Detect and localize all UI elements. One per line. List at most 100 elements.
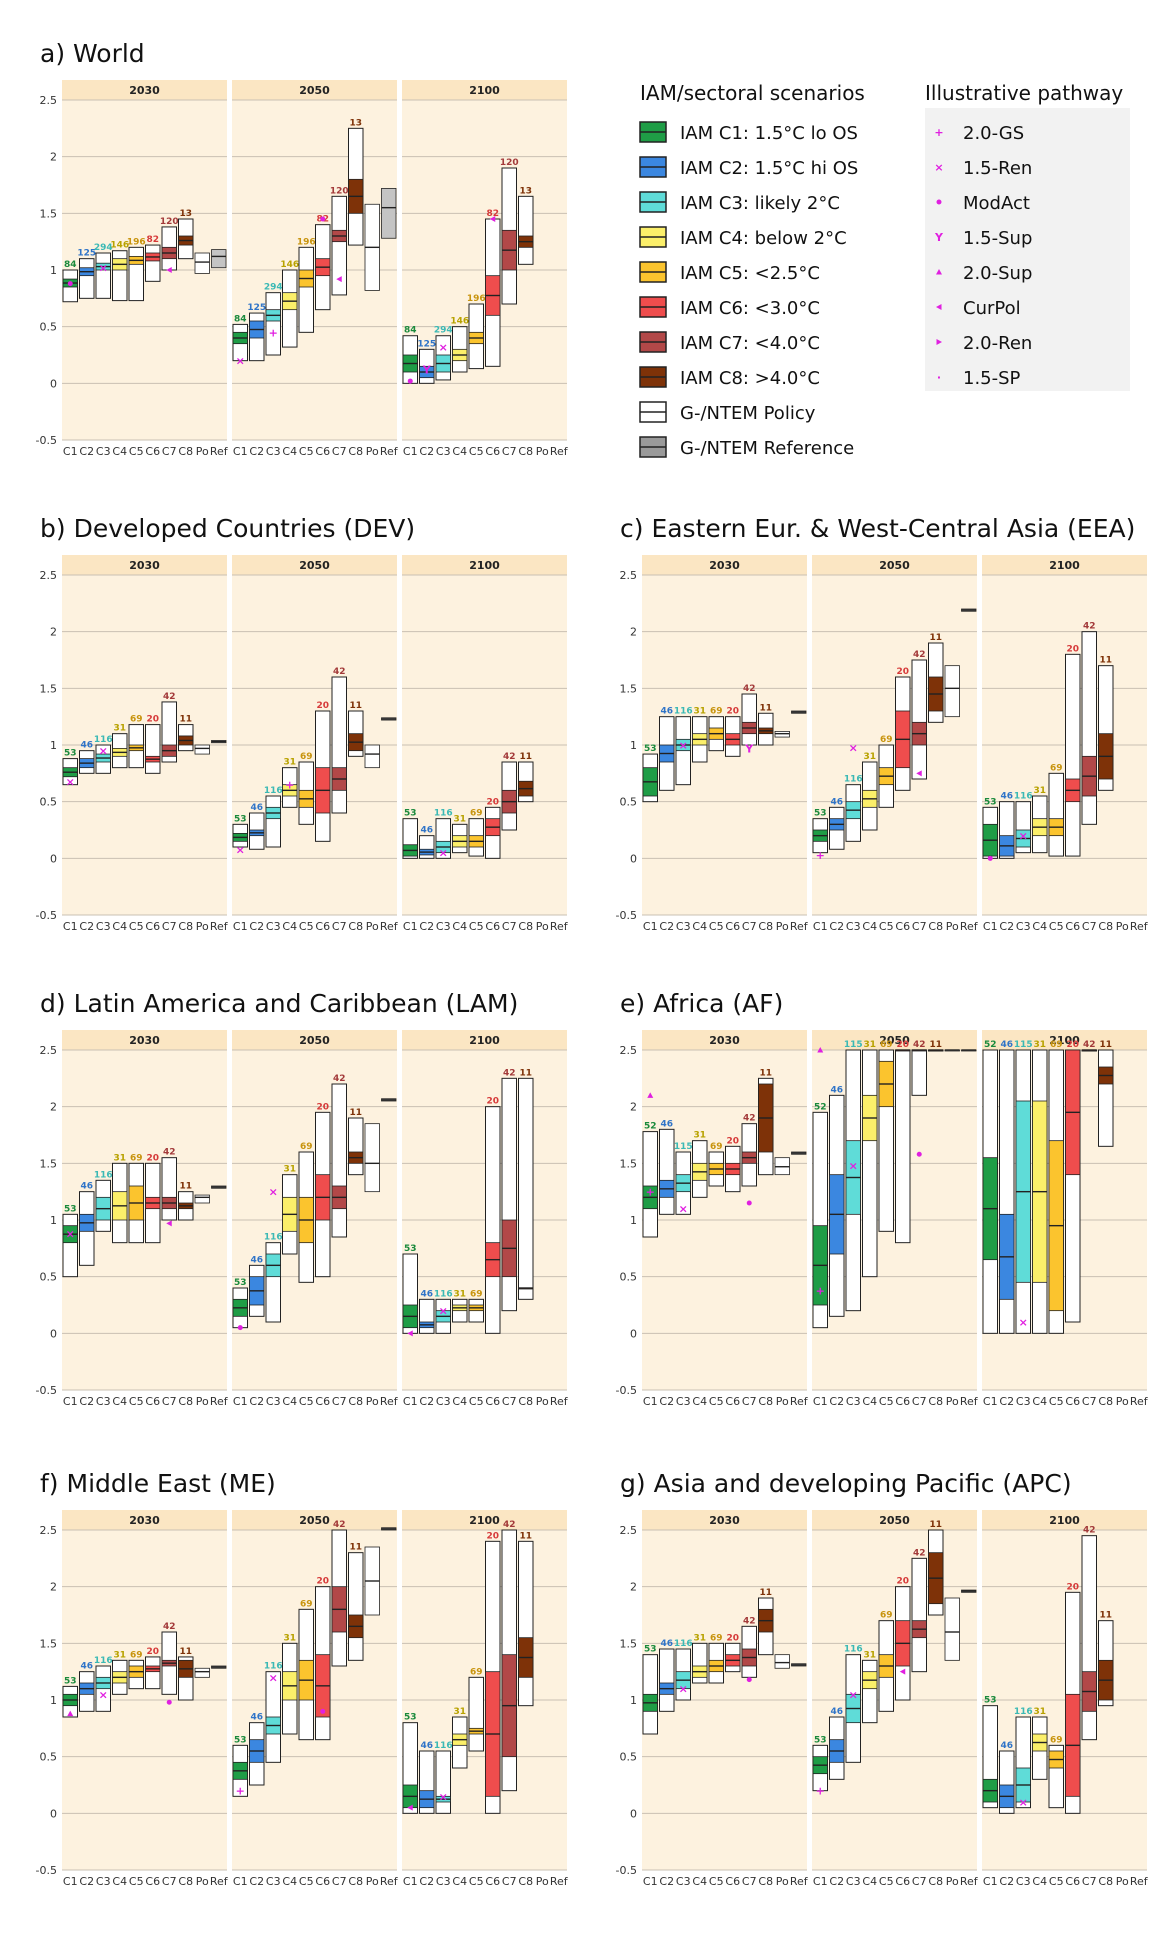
y-tick-label: 2.5 xyxy=(620,1044,638,1057)
facet-strip xyxy=(402,80,567,100)
marker-1.5-ren: × xyxy=(679,1683,688,1696)
count-label: 11 xyxy=(759,1068,772,1078)
legend-entry: IAM C7: <4.0°C xyxy=(680,333,820,354)
x-tick-label: C2 xyxy=(79,1395,94,1408)
facet-label: 2050 xyxy=(299,559,330,572)
x-tick-label: C6 xyxy=(1065,920,1080,933)
y-tick-label: 2.5 xyxy=(620,569,638,582)
x-tick-label: C3 xyxy=(436,920,451,933)
y-tick-label: 2.5 xyxy=(40,94,58,107)
x-tick-label: Ref xyxy=(380,920,399,933)
x-tick-label: C2 xyxy=(249,920,264,933)
x-tick-label: C8 xyxy=(348,445,363,458)
legend-ip-entry: CurPol xyxy=(963,298,1021,319)
x-tick-label: C1 xyxy=(813,920,828,933)
y-tick-label: -0.5 xyxy=(36,434,57,447)
bar-range-c7 xyxy=(911,659,927,780)
marker-2.0-gs: + xyxy=(285,779,294,792)
facet-label: 2050 xyxy=(299,1514,330,1527)
marker-2.0-gs: + xyxy=(816,1785,825,1798)
marker-modact xyxy=(746,1677,752,1683)
count-label: 53 xyxy=(984,797,997,807)
x-tick-label: C2 xyxy=(999,1395,1014,1408)
count-label: 116 xyxy=(434,1741,453,1751)
count-label: 42 xyxy=(913,650,926,660)
count-label: 46 xyxy=(1000,1741,1013,1751)
bar-po xyxy=(364,744,380,769)
marker-1.5-ren: × xyxy=(66,775,75,788)
x-tick-label: Po xyxy=(1116,1395,1129,1408)
facet-strip xyxy=(62,555,227,575)
x-tick-label: C4 xyxy=(862,920,877,933)
marker-2.0-ren xyxy=(936,339,942,345)
y-tick-label: 2 xyxy=(630,1581,637,1594)
facet-strip xyxy=(62,1030,227,1050)
count-label: 31 xyxy=(283,1633,296,1643)
bar-range-c7 xyxy=(161,1157,177,1221)
facet-strip xyxy=(812,1510,977,1530)
x-tick-label: C1 xyxy=(813,1395,828,1408)
y-tick-label: 0 xyxy=(50,1807,57,1820)
count-label: 11 xyxy=(519,1068,532,1078)
x-tick-label: Po xyxy=(946,920,959,933)
x-tick-label: C5 xyxy=(879,920,894,933)
bar-range-c5 xyxy=(128,246,144,302)
count-label: 46 xyxy=(80,1182,93,1192)
x-tick-label: C1 xyxy=(983,920,998,933)
x-tick-label: C2 xyxy=(829,1395,844,1408)
facet-label: 2030 xyxy=(709,559,740,572)
count-label: 46 xyxy=(830,1085,843,1095)
marker-curpol xyxy=(936,304,942,310)
bar-range-c1 xyxy=(642,1131,658,1238)
count-label: 46 xyxy=(830,797,843,807)
bar-po xyxy=(194,252,210,274)
facet-label: 2100 xyxy=(469,559,500,572)
count-label: 53 xyxy=(984,1696,997,1706)
bar-range-c3 xyxy=(95,252,111,299)
y-tick-label: -0.5 xyxy=(36,1384,57,1397)
legend-entry: IAM C8: >4.0°C xyxy=(680,368,820,389)
bar-ref xyxy=(211,249,227,269)
bar-range-c7 xyxy=(331,676,347,814)
count-label: 116 xyxy=(434,809,453,819)
marker-2.0-sup xyxy=(936,269,942,275)
count-label: 31 xyxy=(283,758,296,768)
x-tick-label: C8 xyxy=(178,1395,193,1408)
count-label: 69 xyxy=(710,1633,723,1643)
count-label: 31 xyxy=(453,1289,466,1299)
x-tick-label: C2 xyxy=(829,1875,844,1888)
marker-1.5-sup: Y xyxy=(934,231,944,244)
facet-strip xyxy=(402,1030,567,1050)
y-tick-label: 1.5 xyxy=(620,1157,638,1170)
x-tick-label: C1 xyxy=(983,1395,998,1408)
marker-curpol xyxy=(899,1668,906,1675)
x-tick-label: C5 xyxy=(709,920,724,933)
count-label: 42 xyxy=(913,1548,926,1558)
x-tick-label: C2 xyxy=(419,1875,434,1888)
x-tick-label: C4 xyxy=(862,1875,877,1888)
marker-modact xyxy=(320,216,326,222)
marker-1.5-ren: × xyxy=(679,1203,688,1216)
x-tick-label: C8 xyxy=(178,920,193,933)
x-tick-label: C2 xyxy=(999,1875,1014,1888)
y-tick-label: 0 xyxy=(630,852,637,865)
bar-po xyxy=(774,1654,790,1669)
x-tick-label: C8 xyxy=(178,445,193,458)
y-tick-label: 1 xyxy=(50,1694,57,1707)
count-label: 42 xyxy=(163,1622,176,1632)
panel-c: c) Eastern Eur. & West-Central Asia (EEA… xyxy=(616,514,1149,933)
x-tick-label: C8 xyxy=(928,1875,943,1888)
facet-strip xyxy=(642,555,807,575)
x-tick-label: C6 xyxy=(315,1875,330,1888)
x-tick-label: C8 xyxy=(178,1875,193,1888)
legend-ip-box xyxy=(925,108,1130,391)
count-label: 11 xyxy=(929,633,942,643)
y-tick-label: 1 xyxy=(50,264,57,277)
bar-range-c5 xyxy=(468,1676,484,1752)
x-tick-label: C8 xyxy=(348,1395,363,1408)
bar-range-c8 xyxy=(348,1117,364,1176)
count-label: 31 xyxy=(453,1707,466,1717)
bar-range-c4 xyxy=(112,250,128,302)
marker-1.5-ren: × xyxy=(236,843,245,856)
